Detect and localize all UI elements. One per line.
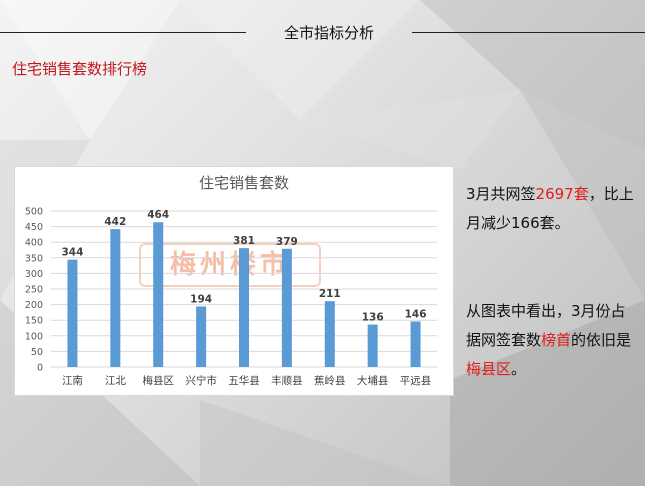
bar: [325, 301, 335, 367]
summary-total-highlight: 2697套: [536, 185, 589, 203]
bar: [196, 306, 206, 367]
summary-top-highlight: 榜首: [541, 331, 571, 349]
y-tick-label: 50: [31, 347, 43, 358]
summary-text: 的依旧是: [571, 331, 631, 349]
summary-district-highlight: 梅县区: [466, 360, 511, 378]
x-tick-label: 梅县区: [142, 374, 174, 387]
bar: [153, 222, 163, 367]
x-tick-label: 丰顺县: [271, 374, 303, 387]
chart-canvas: 住宅销售套数 0 50 100 150 200 250 300 350 400 450 500 344 江…: [15, 167, 453, 395]
x-tick-label: 大埔县: [357, 374, 389, 387]
header-rule-left: [0, 32, 246, 33]
summary-paragraph-2: 从图表中看出，3月份占据网签套数榜首的依旧是梅县区。: [466, 297, 638, 384]
y-tick-label: 450: [25, 222, 43, 233]
data-label: 136: [362, 312, 384, 324]
summary-paragraph-1: 3月共网签2697套，比上月减少166套。: [466, 180, 638, 238]
bar: [67, 260, 77, 367]
bar: [282, 249, 292, 367]
bar-chart: 梅州楼市 住宅销售套数05010015020025030035040045050…: [14, 166, 454, 396]
y-tick-label: 400: [25, 238, 43, 249]
y-tick-label: 150: [25, 316, 43, 327]
y-tick-label: 350: [25, 253, 43, 264]
bar: [110, 229, 120, 367]
y-tick-label: 500: [25, 207, 43, 218]
x-tick-label: 兴宁市: [185, 374, 217, 387]
bar: [368, 325, 378, 367]
y-tick-label: 200: [25, 300, 43, 311]
x-tick-label: 五华县: [228, 374, 260, 387]
chart-title: 住宅销售套数: [199, 174, 289, 192]
x-tick-label: 蕉岭县: [314, 374, 346, 387]
y-tick-label: 0: [37, 363, 43, 374]
data-label: 146: [405, 308, 427, 320]
data-label: 442: [104, 216, 126, 228]
summary-text: 3月共网签: [466, 185, 536, 203]
page-title: 全市指标分析: [246, 22, 412, 43]
bar: [411, 321, 421, 367]
x-tick-label: 江北: [105, 375, 126, 387]
data-label: 211: [319, 288, 341, 300]
data-label: 379: [276, 236, 298, 248]
section-title: 住宅销售套数排行榜: [12, 58, 147, 79]
y-tick-label: 250: [25, 285, 43, 296]
header-rule-right: [412, 32, 645, 33]
y-tick-label: 300: [25, 269, 43, 280]
data-label: 344: [61, 247, 83, 259]
summary-text: 。: [511, 360, 526, 378]
x-tick-label: 江南: [62, 374, 83, 387]
data-label: 194: [190, 293, 212, 305]
data-label: 464: [147, 209, 169, 221]
data-label: 381: [233, 235, 255, 247]
y-tick-label: 100: [25, 331, 43, 342]
bar: [239, 248, 249, 367]
x-tick-label: 平远县: [400, 375, 432, 387]
